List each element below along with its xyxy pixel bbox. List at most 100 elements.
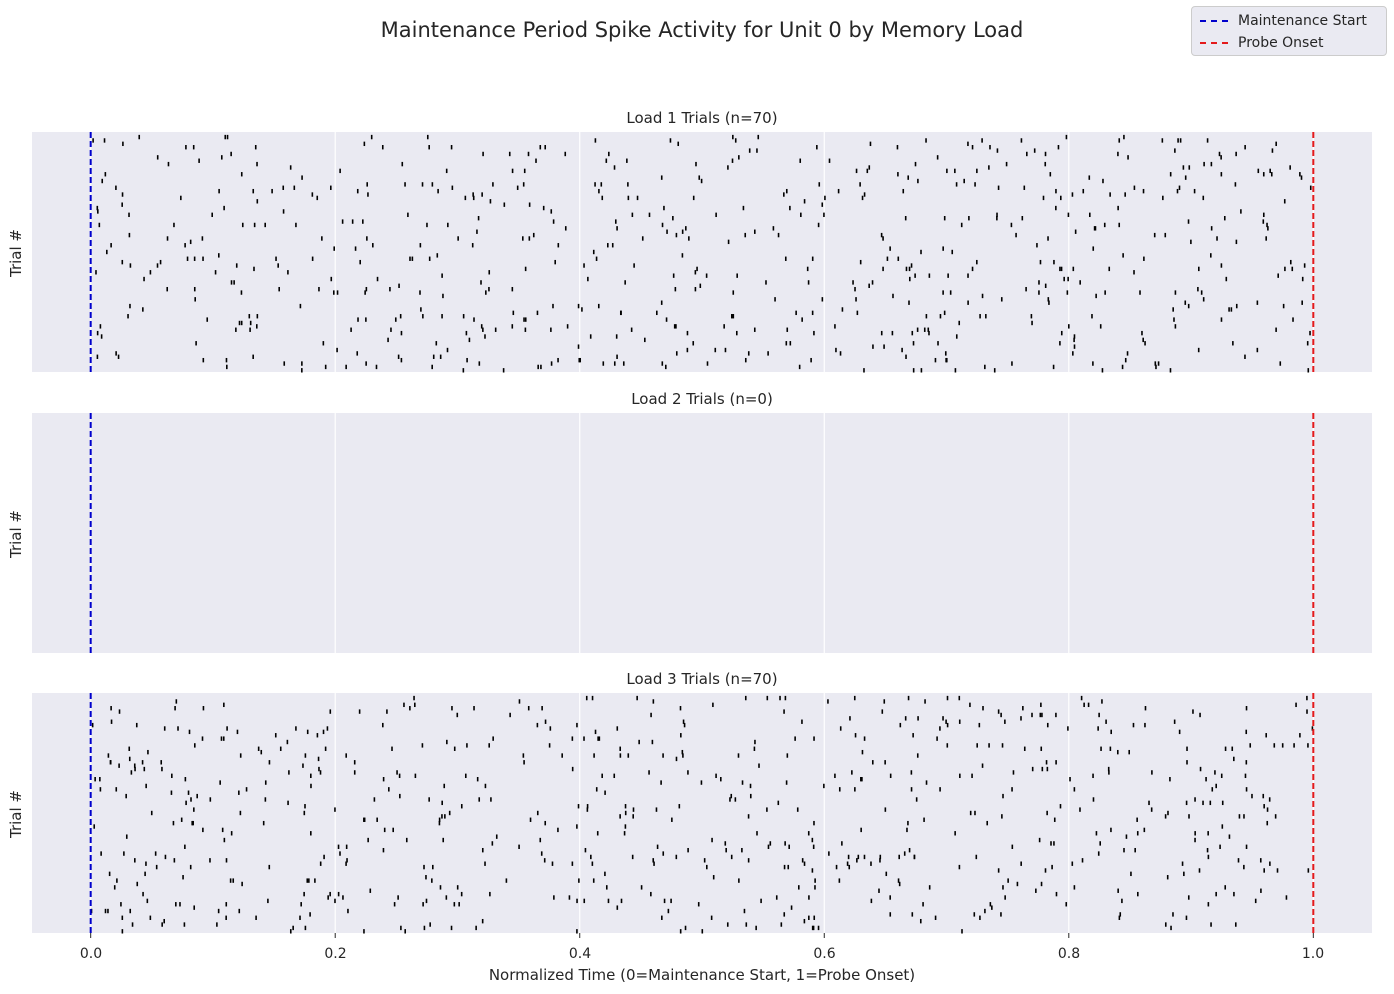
spike-mark	[973, 912, 976, 917]
spike-mark	[838, 878, 841, 883]
spike-mark	[1164, 922, 1167, 927]
spike-mark	[1267, 226, 1269, 231]
spike-mark	[660, 175, 663, 180]
spike-mark	[1295, 702, 1297, 708]
spike-mark	[583, 736, 585, 741]
spike-mark	[365, 286, 368, 292]
spike-mark	[808, 915, 810, 920]
spike-mark	[301, 361, 303, 366]
spike-mark	[134, 766, 136, 772]
spike-mark	[889, 895, 891, 900]
spike-mark	[118, 709, 121, 714]
spike-mark	[1123, 847, 1125, 853]
spike-mark	[522, 182, 525, 187]
spike-mark	[1210, 161, 1213, 167]
spike-mark	[1057, 145, 1060, 150]
spike-mark	[798, 885, 800, 890]
spike-mark	[907, 820, 909, 826]
spike-mark	[1073, 787, 1076, 792]
spike-mark	[184, 776, 187, 782]
spike-mark	[438, 817, 441, 822]
spike-mark	[1137, 891, 1139, 897]
spike-mark	[1206, 138, 1209, 143]
spike-mark	[396, 770, 398, 775]
spike-mark	[946, 722, 949, 728]
spike-mark	[264, 780, 267, 785]
spike-mark	[1059, 266, 1061, 272]
spike-mark	[1220, 773, 1223, 779]
spike-mark	[738, 155, 740, 160]
spike-mark	[443, 783, 446, 789]
spike-mark	[583, 263, 585, 268]
spike-mark	[1174, 148, 1176, 153]
spike-mark	[446, 347, 449, 353]
spike-mark	[1067, 726, 1069, 731]
spike-mark	[785, 780, 788, 785]
spike-mark	[1098, 712, 1100, 718]
spike-mark	[1038, 280, 1040, 285]
spike-mark	[624, 804, 627, 809]
spike-mark	[1219, 844, 1221, 850]
spike-mark	[484, 861, 486, 866]
spike-mark	[619, 310, 622, 316]
spike-mark	[341, 219, 344, 224]
spike-mark	[439, 885, 442, 890]
spike-mark	[943, 310, 946, 316]
spike-mark	[590, 854, 592, 860]
spike-mark	[871, 760, 874, 765]
spike-mark	[652, 699, 655, 704]
spike-mark	[812, 925, 815, 931]
spike-mark	[206, 317, 209, 322]
spike-mark	[1060, 195, 1062, 201]
spike-mark	[1210, 253, 1212, 258]
spike-mark	[202, 256, 204, 261]
spike-mark	[686, 347, 689, 353]
spike-mark	[142, 307, 144, 312]
spike-mark	[414, 773, 417, 779]
spike-mark	[458, 902, 460, 907]
spike-mark	[1215, 783, 1217, 789]
spike-mark	[485, 290, 487, 295]
spike-mark	[145, 861, 147, 866]
spike-mark	[288, 770, 290, 775]
spike-mark	[473, 317, 475, 322]
spike-mark	[755, 925, 757, 931]
x-tick-label-4: 0.8	[1057, 946, 1081, 962]
spike-mark	[557, 357, 559, 363]
spike-mark	[1192, 709, 1194, 714]
spike-mark	[1262, 172, 1265, 177]
spike-mark	[613, 165, 616, 170]
spike-mark	[914, 273, 916, 278]
spike-mark	[310, 783, 312, 789]
spike-mark	[186, 256, 189, 261]
spike-mark	[863, 192, 866, 197]
spike-mark	[129, 263, 132, 268]
spike-mark	[475, 925, 477, 931]
spike-mark	[732, 314, 735, 319]
spike-mark	[336, 290, 339, 295]
spike-mark	[591, 861, 594, 866]
spike-mark	[744, 695, 747, 701]
spike-mark	[484, 334, 486, 339]
panel-title-load-1: Load 1 Trials (n=70)	[626, 109, 778, 127]
spike-mark	[516, 185, 519, 190]
spike-mark	[814, 885, 816, 890]
x-tick-label-3: 0.6	[813, 946, 836, 962]
spike-mark	[115, 351, 117, 356]
spike-mark	[943, 215, 946, 221]
spike-mark	[703, 858, 706, 863]
spike-mark	[445, 895, 448, 900]
spike-mark	[536, 310, 539, 316]
spike-mark	[801, 719, 803, 724]
spike-mark	[128, 212, 130, 218]
spike-mark	[911, 330, 914, 336]
spike-mark	[462, 314, 465, 319]
spike-mark	[267, 898, 269, 904]
spike-mark	[1099, 324, 1102, 329]
spike-mark	[784, 256, 787, 261]
spike-mark	[779, 695, 781, 701]
spike-mark	[958, 695, 961, 701]
spike-mark	[1266, 807, 1269, 812]
spike-mark	[1039, 259, 1042, 265]
spike-mark	[182, 875, 184, 880]
